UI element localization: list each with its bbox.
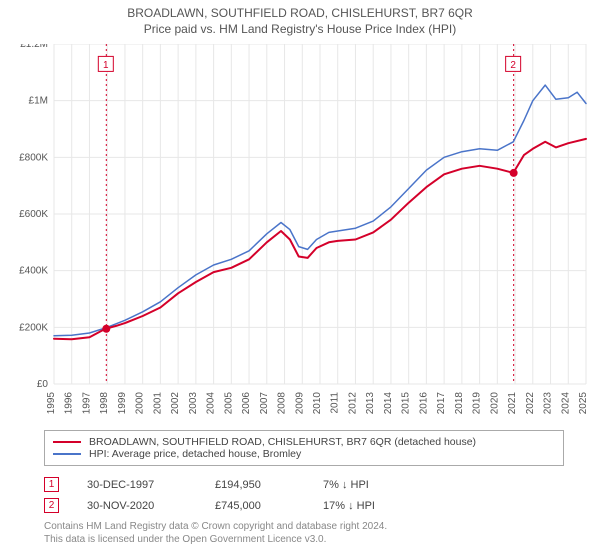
footer-line: This data is licensed under the Open Gov…: [44, 533, 564, 546]
marker-diff: 7% ↓ HPI: [323, 479, 423, 491]
svg-text:2018: 2018: [454, 392, 465, 415]
svg-text:1997: 1997: [81, 392, 92, 415]
svg-text:2007: 2007: [259, 392, 270, 415]
svg-text:£200K: £200K: [19, 322, 48, 333]
svg-text:£0: £0: [37, 379, 49, 390]
svg-text:£800K: £800K: [19, 152, 48, 163]
svg-text:2020: 2020: [489, 392, 500, 415]
svg-text:1999: 1999: [117, 392, 128, 415]
marker-row: 1 30-DEC-1997 £194,950 7% ↓ HPI: [44, 474, 564, 495]
svg-text:2023: 2023: [543, 392, 554, 415]
marker-badge: 2: [44, 498, 59, 513]
marker-diff: 17% ↓ HPI: [323, 500, 423, 512]
svg-text:2015: 2015: [401, 392, 412, 415]
svg-text:2011: 2011: [330, 392, 341, 414]
svg-text:2016: 2016: [418, 392, 429, 415]
svg-text:2000: 2000: [135, 392, 146, 415]
svg-text:2014: 2014: [383, 392, 394, 415]
marker-badge: 1: [44, 477, 59, 492]
chart-area: £0 £200K £400K £600K £800K £1M £1.2M 1995 1996 19…: [0, 44, 600, 424]
marker-date: 30-DEC-1997: [87, 479, 187, 491]
svg-text:2025: 2025: [578, 392, 589, 415]
svg-text:2017: 2017: [436, 392, 447, 415]
legend-label: BROADLAWN, SOUTHFIELD ROAD, CHISLEHURST,…: [89, 436, 476, 448]
svg-text:2002: 2002: [170, 392, 181, 415]
svg-text:1995: 1995: [46, 392, 57, 415]
svg-text:2003: 2003: [188, 392, 199, 415]
footer-line: Contains HM Land Registry data © Crown c…: [44, 520, 564, 533]
svg-text:2012: 2012: [347, 392, 358, 415]
legend-label: HPI: Average price, detached house, Brom…: [89, 448, 301, 460]
svg-text:2004: 2004: [206, 392, 217, 415]
svg-text:2019: 2019: [472, 392, 483, 415]
legend-item: HPI: Average price, detached house, Brom…: [53, 448, 555, 460]
chart-subtitle: Price paid vs. HM Land Registry's House …: [0, 22, 600, 36]
svg-text:£1.2M: £1.2M: [20, 44, 48, 50]
chart-svg: £0 £200K £400K £600K £800K £1M £1.2M 1995 1996 19…: [0, 44, 600, 424]
legend: BROADLAWN, SOUTHFIELD ROAD, CHISLEHURST,…: [44, 430, 564, 466]
marker-price: £194,950: [215, 479, 295, 491]
svg-text:2013: 2013: [365, 392, 376, 415]
svg-text:2001: 2001: [152, 392, 163, 415]
svg-text:2006: 2006: [241, 392, 252, 415]
legend-item: BROADLAWN, SOUTHFIELD ROAD, CHISLEHURST,…: [53, 436, 555, 448]
marker-table: 1 30-DEC-1997 £194,950 7% ↓ HPI 2 30-NOV…: [44, 474, 564, 516]
svg-text:1: 1: [103, 60, 109, 71]
legend-swatch: [53, 453, 81, 455]
svg-text:2010: 2010: [312, 392, 323, 415]
svg-text:2021: 2021: [507, 392, 518, 415]
svg-text:£1M: £1M: [29, 96, 48, 107]
svg-text:2024: 2024: [560, 392, 571, 415]
svg-text:2: 2: [510, 60, 516, 71]
figure-root: BROADLAWN, SOUTHFIELD ROAD, CHISLEHURST,…: [0, 0, 600, 560]
svg-text:2009: 2009: [294, 392, 305, 415]
svg-text:1996: 1996: [64, 392, 75, 415]
marker-date: 30-NOV-2020: [87, 500, 187, 512]
chart-title: BROADLAWN, SOUTHFIELD ROAD, CHISLEHURST,…: [0, 6, 600, 20]
svg-text:2022: 2022: [525, 392, 536, 415]
footer: Contains HM Land Registry data © Crown c…: [44, 520, 564, 546]
svg-text:2005: 2005: [223, 392, 234, 415]
legend-swatch: [53, 441, 81, 443]
marker-row: 2 30-NOV-2020 £745,000 17% ↓ HPI: [44, 495, 564, 516]
svg-text:£400K: £400K: [19, 266, 48, 277]
svg-text:1998: 1998: [99, 392, 110, 415]
marker-price: £745,000: [215, 500, 295, 512]
svg-text:2008: 2008: [277, 392, 288, 415]
titles: BROADLAWN, SOUTHFIELD ROAD, CHISLEHURST,…: [0, 0, 600, 36]
svg-text:£600K: £600K: [19, 209, 48, 220]
